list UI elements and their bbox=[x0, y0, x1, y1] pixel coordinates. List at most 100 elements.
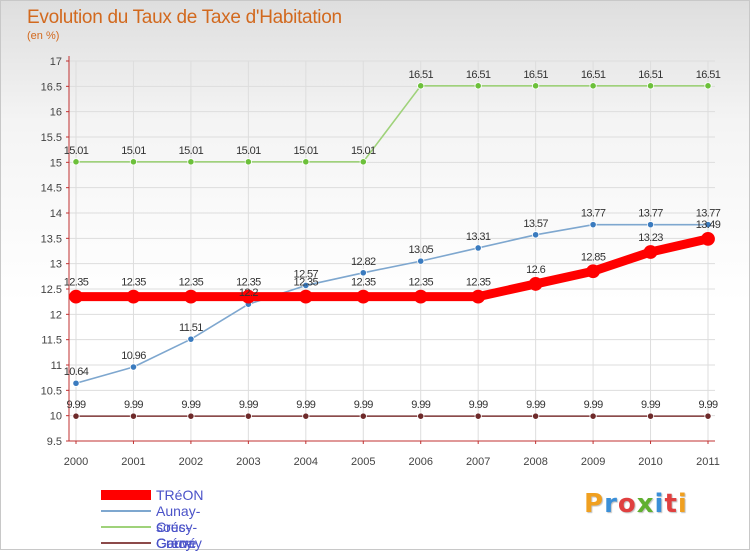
data-point bbox=[532, 231, 540, 239]
data-label: 12.6 bbox=[526, 264, 545, 276]
data-label: 12.35 bbox=[179, 277, 204, 289]
data-label: 9.99 bbox=[296, 399, 315, 411]
logo-letter: o bbox=[617, 489, 637, 519]
data-label: 13.23 bbox=[638, 232, 663, 244]
data-label: 12.35 bbox=[294, 277, 319, 289]
chart-title: Evolution du Taux de Taxe d'Habitation bbox=[27, 7, 342, 28]
legend-swatch bbox=[101, 542, 151, 544]
data-label: 16.51 bbox=[638, 69, 663, 81]
data-point bbox=[701, 231, 715, 246]
data-point bbox=[417, 412, 425, 420]
data-label: 10.64 bbox=[64, 366, 89, 378]
logo-letter: t bbox=[664, 489, 678, 519]
legend-label: Crécy-Couvé bbox=[156, 519, 198, 551]
x-tick-label: 2001 bbox=[121, 456, 145, 468]
data-point bbox=[241, 289, 256, 304]
y-tick-label: 13 bbox=[50, 259, 62, 271]
x-tick-label: 2002 bbox=[179, 456, 203, 468]
x-tick-label: 2010 bbox=[638, 456, 662, 468]
data-point bbox=[244, 412, 252, 420]
logo-letter: i bbox=[654, 489, 665, 519]
x-tick-label: 2003 bbox=[236, 456, 260, 468]
series-lines bbox=[69, 82, 715, 420]
data-point bbox=[184, 289, 198, 304]
logo-letter: r bbox=[604, 489, 618, 519]
data-label: 15.01 bbox=[179, 145, 204, 157]
data-label: 13.77 bbox=[696, 208, 721, 220]
data-label: 12.57 bbox=[294, 268, 319, 280]
data-label: 9.99 bbox=[181, 399, 200, 411]
data-point bbox=[646, 82, 655, 90]
y-tick-label: 12.5 bbox=[41, 284, 62, 296]
y-tick-label: 14 bbox=[50, 208, 62, 220]
data-point bbox=[646, 412, 655, 420]
data-point bbox=[532, 412, 540, 420]
y-tick-label: 15 bbox=[50, 157, 62, 169]
x-tick-label: 2000 bbox=[64, 456, 88, 468]
data-point bbox=[417, 82, 425, 90]
data-label: 9.99 bbox=[411, 399, 430, 411]
y-tick-label: 11.5 bbox=[41, 335, 62, 347]
data-point bbox=[302, 412, 310, 420]
x-tick-label: 2009 bbox=[581, 456, 605, 468]
data-point bbox=[72, 412, 80, 420]
data-point bbox=[187, 158, 195, 166]
x-tick-label: 2006 bbox=[408, 456, 432, 468]
x-tick-label: 2004 bbox=[294, 456, 318, 468]
data-label: 15.01 bbox=[64, 145, 89, 157]
data-point bbox=[704, 82, 712, 90]
data-label: 9.99 bbox=[469, 399, 488, 411]
data-label: 10.96 bbox=[121, 350, 146, 362]
data-point bbox=[359, 158, 367, 166]
y-tick-label: 16 bbox=[50, 107, 62, 119]
data-point bbox=[244, 158, 252, 166]
data-point bbox=[187, 335, 195, 343]
x-tick-label: 2007 bbox=[466, 456, 490, 468]
data-point bbox=[646, 221, 655, 229]
series-line-2 bbox=[75, 85, 709, 163]
data-point bbox=[302, 158, 310, 166]
data-label: 16.51 bbox=[581, 69, 606, 81]
data-point bbox=[643, 245, 658, 259]
data-point bbox=[589, 82, 597, 90]
data-point bbox=[474, 412, 482, 420]
data-point bbox=[704, 412, 712, 420]
series-line-0 bbox=[71, 234, 713, 302]
data-label: 9.99 bbox=[124, 399, 143, 411]
legend-label: TRéON bbox=[156, 487, 204, 503]
logo-letter: i bbox=[677, 489, 688, 519]
data-label: 9.99 bbox=[698, 399, 717, 411]
y-tick-label: 12 bbox=[50, 309, 62, 321]
legend-swatch bbox=[101, 526, 151, 528]
data-label: 13.77 bbox=[581, 208, 606, 220]
data-label: 13.77 bbox=[638, 208, 663, 220]
data-point bbox=[126, 289, 141, 304]
x-tick-label: 2008 bbox=[523, 456, 547, 468]
logo-letter: P bbox=[584, 489, 605, 519]
data-point bbox=[589, 221, 597, 229]
axes: 9.51010.51111.51212.51313.51414.51515.51… bbox=[41, 56, 720, 468]
data-point bbox=[359, 412, 367, 420]
legend-label: Garnay bbox=[156, 535, 202, 551]
data-point bbox=[129, 363, 138, 371]
data-point bbox=[359, 269, 367, 277]
series-line-1 bbox=[75, 223, 709, 385]
data-label: 15.01 bbox=[236, 145, 261, 157]
data-point bbox=[413, 289, 428, 304]
data-label: 12.35 bbox=[466, 277, 491, 289]
y-tick-label: 9.5 bbox=[47, 436, 62, 448]
data-label: 13.31 bbox=[466, 231, 491, 243]
data-label: 13.49 bbox=[696, 219, 721, 231]
data-point bbox=[528, 277, 543, 291]
data-label: 12.2 bbox=[239, 287, 258, 299]
data-label: 15.01 bbox=[121, 145, 146, 157]
data-point bbox=[417, 257, 425, 265]
data-point bbox=[356, 289, 371, 304]
data-point bbox=[532, 82, 540, 90]
data-point bbox=[471, 289, 486, 304]
data-label: 9.99 bbox=[239, 399, 258, 411]
data-point bbox=[72, 379, 80, 387]
logo-letter: x bbox=[636, 489, 655, 519]
data-point bbox=[586, 264, 600, 279]
y-tick-label: 10.5 bbox=[41, 385, 62, 397]
